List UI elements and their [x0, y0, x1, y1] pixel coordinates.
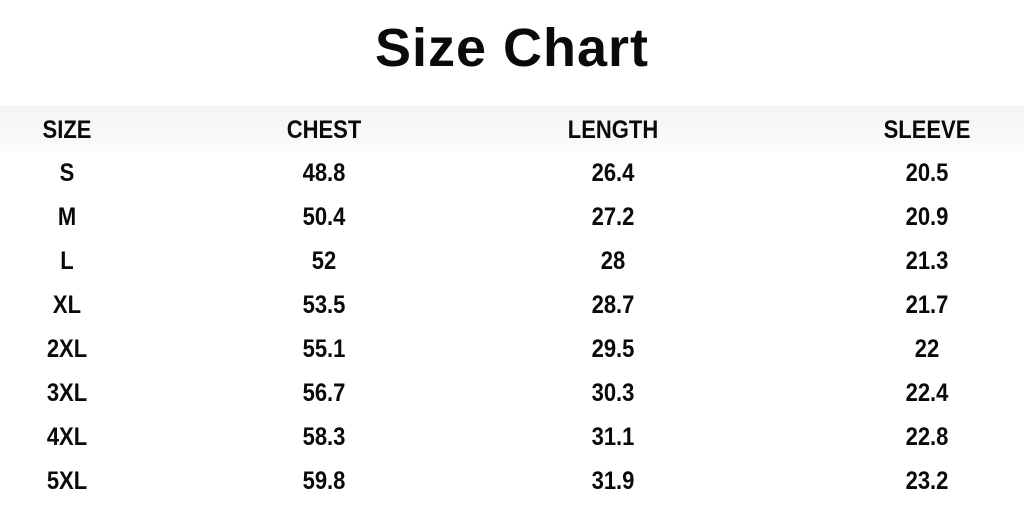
- cell-length: 28: [600, 247, 626, 275]
- table-row: 5XL 59.8 31.9 23.2: [0, 461, 1024, 501]
- table-row: M 50.4 27.2 20.9: [0, 197, 1024, 237]
- cell-size: S: [59, 159, 75, 187]
- cell-chest: 53.5: [302, 291, 346, 319]
- header-size: SIZE: [42, 116, 92, 144]
- cell-sleeve: 22: [914, 335, 940, 363]
- cell-chest: 50.4: [302, 203, 346, 231]
- cell-size: XL: [52, 291, 82, 319]
- cell-sleeve: 22.8: [905, 423, 949, 451]
- table-row: XL 53.5 28.7 21.7: [0, 285, 1024, 325]
- table-header-row: SIZE CHEST LENGTH SLEEVE: [0, 110, 1024, 150]
- cell-size: 5XL: [46, 467, 88, 495]
- cell-sleeve: 22.4: [905, 379, 949, 407]
- table-row: 2XL 55.1 29.5 22: [0, 329, 1024, 369]
- cell-size: M: [57, 203, 77, 231]
- cell-length: 26.4: [591, 159, 635, 187]
- cell-sleeve: 21.7: [905, 291, 949, 319]
- cell-sleeve: 21.3: [905, 247, 949, 275]
- cell-length: 28.7: [591, 291, 635, 319]
- cell-size: 2XL: [46, 335, 88, 363]
- header-sleeve: SLEEVE: [883, 116, 971, 144]
- cell-chest: 55.1: [302, 335, 346, 363]
- page-title: Size Chart: [374, 18, 650, 78]
- cell-length: 31.9: [591, 467, 635, 495]
- cell-length: 30.3: [591, 379, 635, 407]
- cell-chest: 48.8: [302, 159, 346, 187]
- cell-sleeve: 20.9: [905, 203, 949, 231]
- cell-chest: 56.7: [302, 379, 346, 407]
- table-row: 3XL 56.7 30.3 22.4: [0, 373, 1024, 413]
- table-row: S 48.8 26.4 20.5: [0, 153, 1024, 193]
- header-chest: CHEST: [286, 116, 362, 144]
- cell-length: 31.1: [591, 423, 635, 451]
- cell-chest: 52: [311, 247, 337, 275]
- cell-chest: 59.8: [302, 467, 346, 495]
- cell-length: 27.2: [591, 203, 635, 231]
- cell-size: 4XL: [46, 423, 88, 451]
- cell-chest: 58.3: [302, 423, 346, 451]
- cell-sleeve: 20.5: [905, 159, 949, 187]
- header-length: LENGTH: [567, 116, 659, 144]
- cell-length: 29.5: [591, 335, 635, 363]
- table-row: L 52 28 21.3: [0, 241, 1024, 281]
- cell-sleeve: 23.2: [905, 467, 949, 495]
- cell-size: L: [60, 247, 74, 275]
- cell-size: 3XL: [46, 379, 88, 407]
- table-row: 4XL 58.3 31.1 22.8: [0, 417, 1024, 457]
- header-band: [0, 106, 1024, 152]
